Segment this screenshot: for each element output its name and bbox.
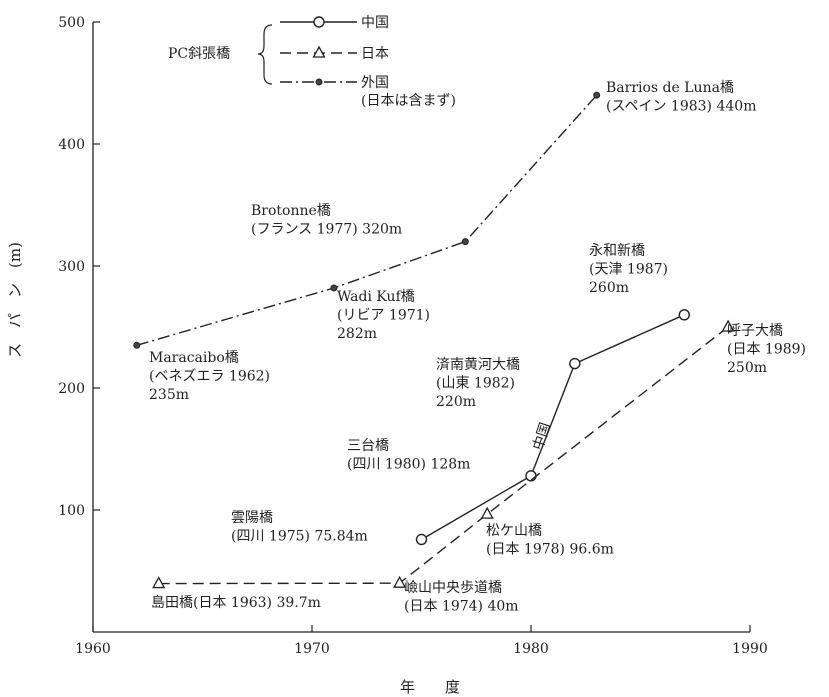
annotation-4: 永和新橋 (天津 1987) 260m: [589, 243, 668, 296]
y-tick-label: 100: [58, 503, 85, 519]
annotation-line: Maracaibo橋: [149, 350, 239, 366]
series-2: [133, 91, 601, 349]
annotation-7: 三台橋 (四川 1980) 128m: [347, 438, 470, 473]
series-layer: 中国: [133, 91, 735, 589]
legend-label: 外国: [361, 75, 389, 91]
annotation-line: (天津 1987): [589, 262, 668, 278]
annotation-line: 250m: [727, 360, 767, 376]
annotation-line: (日本 1989): [727, 342, 806, 358]
annotation-2: Wadi Kuf橋 (リビア 1971) 282m: [337, 289, 430, 342]
series-line: [421, 314, 685, 541]
data-point: [593, 91, 601, 99]
data-point: [721, 319, 735, 332]
y-tick-label: 400: [58, 137, 85, 153]
data-point: [678, 309, 690, 321]
annotation-line: (四川 1980) 128m: [347, 457, 470, 473]
annotation-line: 松ケ山橋: [486, 523, 542, 539]
series-line: [158, 326, 729, 585]
annotation-line: (スペイン 1983) 440m: [606, 99, 756, 115]
annotation-line: 嶮山中央歩道橋: [404, 580, 502, 596]
series-0: [415, 309, 690, 546]
annotation-6: 済南黄河大橋 (山東 1982) 220m: [436, 356, 520, 410]
data-point: [569, 357, 581, 370]
annotation-line: 呼子大橋: [727, 323, 783, 339]
series-inline-label: 中国: [530, 421, 554, 453]
annotation-line: 260m: [589, 280, 629, 296]
series-1: [152, 319, 735, 589]
data-point: [480, 506, 494, 519]
annotation-line: (四川 1975) 75.84m: [231, 529, 368, 545]
data-point: [415, 533, 428, 546]
legend-group-label: PC斜張橋: [168, 46, 230, 62]
annotation-line: Wadi Kuf橋: [337, 289, 415, 305]
x-axis-label: 年 度: [400, 678, 460, 696]
legend-marker: [315, 78, 323, 86]
annotation-line: 三台橋: [347, 438, 389, 454]
annotation-8: 雲陽橋 (四川 1975) 75.84m: [231, 510, 368, 545]
legend-label: 日本: [361, 46, 389, 62]
annotation-0: Barrios de Luna橋 (スペイン 1983) 440m: [606, 80, 756, 115]
annotation-1: Brotonne橋 (フランス 1977) 320m: [251, 203, 402, 238]
annotation-line: 雲陽橋: [231, 510, 273, 526]
annotation-line: Brotonne橋: [251, 203, 331, 219]
annotation-10: 島田橋(日本 1963) 39.7m: [151, 595, 321, 611]
legend-marker: [312, 45, 326, 58]
annotation-line: 220m: [436, 394, 476, 410]
legend-label: 中国: [361, 15, 389, 31]
annotation-line: (リビア 1971): [337, 308, 430, 324]
annotation-line: (ベネズエラ 1962): [149, 369, 270, 385]
annotation-line: 永和新橋: [589, 243, 645, 259]
annotation-line: (山東 1982): [436, 376, 515, 392]
annotation-line: (日本 1978) 96.6m: [486, 542, 614, 558]
annotation-line: 済南黄河大橋: [436, 356, 520, 373]
legend-bracket: [257, 24, 273, 85]
annotation-line: (フランス 1977) 320m: [251, 222, 402, 238]
annotation-line: 235m: [149, 387, 189, 403]
annotation-9: 松ケ山橋 (日本 1978) 96.6m: [486, 523, 614, 558]
x-tick-label: 1980: [513, 641, 549, 657]
annotation-5: 呼子大橋 (日本 1989) 250m: [727, 323, 806, 376]
data-point: [133, 341, 141, 349]
axes: 1960 1970 1980 1990 100 200 300 400 500: [58, 15, 768, 657]
annotations: Barrios de Luna橋 (スペイン 1983) 440m Brotonne…: [149, 80, 806, 615]
y-tick-label: 300: [58, 259, 85, 275]
x-tick-label: 1970: [294, 641, 330, 657]
data-point: [152, 576, 166, 589]
annotation-11: 嶮山中央歩道橋 (日本 1974) 40m: [404, 580, 519, 615]
x-tick-label: 1990: [732, 641, 768, 657]
annotation-line: 島田橋(日本 1963) 39.7m: [151, 595, 321, 611]
x-tick-label: 1960: [75, 641, 111, 657]
annotation-line: (日本 1974) 40m: [404, 599, 519, 615]
legend-note: (日本は含まず): [361, 93, 456, 109]
y-tick-label: 200: [58, 381, 85, 397]
legend-marker: [313, 16, 325, 28]
y-tick-label: 500: [58, 15, 85, 31]
data-point: [393, 575, 407, 588]
annotation-3: Maracaibo橋 (ベネズエラ 1962) 235m: [149, 350, 270, 403]
annotation-line: 282m: [337, 326, 377, 342]
annotation-line: Barrios de Luna橋: [606, 80, 734, 96]
data-point: [330, 284, 338, 292]
series-line: [136, 94, 598, 346]
y-axis-label: ス パ ン (m): [6, 242, 24, 358]
data-point: [461, 238, 469, 246]
